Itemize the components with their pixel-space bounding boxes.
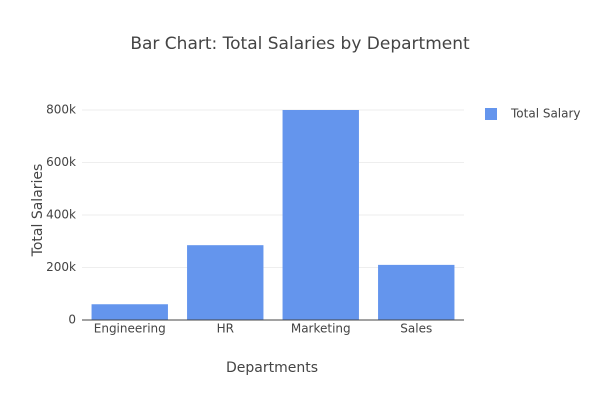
y-tick-label: 600k <box>46 155 76 169</box>
x-tick-label: Sales <box>400 322 432 336</box>
x-axis-title: Departments <box>226 360 318 376</box>
y-tick-label: 0 <box>68 313 76 327</box>
x-tick-label: Marketing <box>291 322 351 336</box>
bar <box>187 245 264 320</box>
chart-title: Bar Chart: Total Salaries by Department <box>130 34 470 54</box>
x-tick-label: HR <box>217 322 234 336</box>
legend-label[interactable]: Total Salary <box>510 107 581 121</box>
bar <box>378 264 455 320</box>
bar <box>282 110 359 320</box>
y-tick-label: 800k <box>46 103 76 117</box>
y-tick-label: 200k <box>46 260 76 274</box>
y-axis-title: Total Salaries <box>30 164 46 258</box>
y-tick-label: 400k <box>46 208 76 222</box>
x-tick-label: Engineering <box>94 322 166 336</box>
bar <box>91 304 168 320</box>
legend-swatch[interactable] <box>485 108 497 120</box>
